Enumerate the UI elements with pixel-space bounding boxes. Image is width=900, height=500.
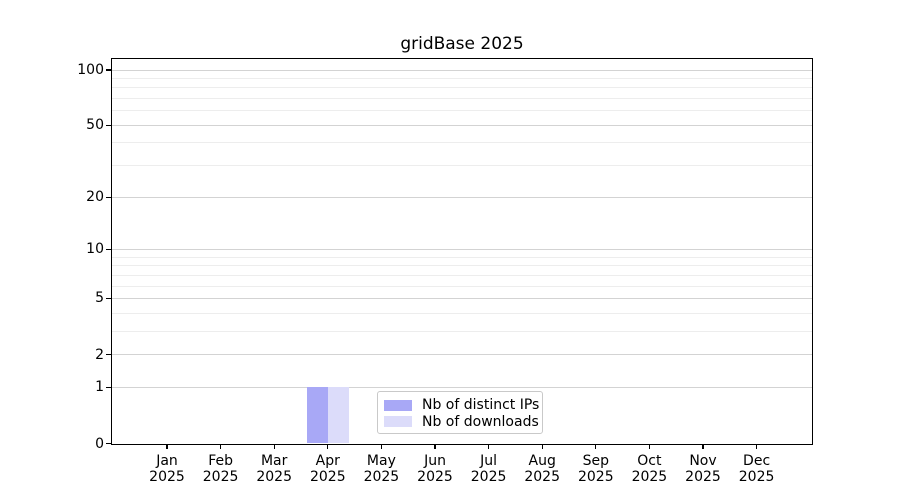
x-tick-month: Jan <box>156 453 178 469</box>
legend: Nb of distinct IPs Nb of downloads <box>377 391 543 434</box>
gridline-minor <box>112 77 812 79</box>
y-tick-mark <box>105 248 112 251</box>
gridline-minor <box>112 98 812 100</box>
gridline-major <box>112 124 812 126</box>
x-tick-year: 2025 <box>470 469 507 485</box>
x-tick-mark <box>648 443 650 449</box>
plot-area: Nb of distinct IPs Nb of downloads <box>110 58 814 445</box>
legend-swatch <box>384 416 412 428</box>
x-tick-mark <box>702 443 704 449</box>
x-tick-month: Aug <box>528 453 556 469</box>
y-tick-mark <box>105 353 112 356</box>
x-tick-year: 2025 <box>524 469 560 485</box>
x-tick-label: Nov 2025 <box>671 453 735 485</box>
x-tick-month: Sep <box>582 453 609 469</box>
x-tick-label: Jun 2025 <box>403 453 467 485</box>
y-tick-label: 5 <box>95 290 104 307</box>
x-tick-month: Jun <box>424 453 446 469</box>
gridline-minor <box>112 274 812 276</box>
x-tick-year: 2025 <box>417 469 453 485</box>
x-tick-label: Apr 2025 <box>296 453 360 485</box>
x-tick-mark <box>434 443 436 449</box>
y-tick-label: 2 <box>95 346 104 363</box>
x-tick-mark <box>595 443 597 449</box>
gridline-minor <box>112 330 812 332</box>
x-tick-month: Nov <box>689 453 717 469</box>
gridline-major <box>112 386 812 388</box>
y-tick-mark <box>105 124 112 126</box>
x-tick-mark <box>220 443 222 449</box>
bar-nb-of-distinct-ips <box>306 387 328 444</box>
x-tick-mark <box>756 443 758 449</box>
gridline-minor <box>112 142 812 144</box>
x-tick-label: Sep 2025 <box>564 453 628 485</box>
gridline-major <box>112 297 812 299</box>
x-tick-month: Oct <box>637 453 662 469</box>
x-tick-label: Dec 2025 <box>725 453 789 485</box>
gridline-minor <box>112 312 812 314</box>
bar-nb-of-downloads <box>327 387 349 444</box>
legend-rows: Nb of distinct IPs Nb of downloads <box>378 397 542 430</box>
legend-swatch <box>384 399 412 411</box>
legend-item-label: Nb of downloads <box>422 413 539 430</box>
x-tick-month: May <box>366 453 396 469</box>
x-tick-mark <box>273 443 275 449</box>
x-tick-label: Aug 2025 <box>510 453 574 485</box>
x-tick-year: 2025 <box>363 469 400 485</box>
x-tick-label: Oct 2025 <box>617 453 681 485</box>
x-tick-label: Feb 2025 <box>189 453 253 485</box>
gridline-major <box>112 248 812 250</box>
x-tick-mark <box>488 443 490 449</box>
x-tick-month: Mar <box>260 453 288 469</box>
x-tick-mark <box>380 443 382 449</box>
x-tick-mark <box>327 443 329 449</box>
y-tick-label: 10 <box>86 241 104 258</box>
x-tick-year: 2025 <box>685 469 721 485</box>
gridline-minor <box>112 265 812 267</box>
x-tick-year: 2025 <box>202 469 239 485</box>
y-tick-mark <box>105 442 112 445</box>
x-tick-label: Jul 2025 <box>457 453 521 485</box>
x-tick-label: May 2025 <box>349 453 413 485</box>
gridline-minor <box>112 165 812 167</box>
gridline-major <box>112 196 812 198</box>
x-tick-year: 2025 <box>309 469 346 485</box>
y-tick-mark <box>105 297 112 300</box>
legend-item: Nb of distinct IPs <box>378 397 542 414</box>
legend-item: Nb of downloads <box>378 414 542 431</box>
legend-item-label: Nb of distinct IPs <box>422 397 540 414</box>
y-tick-mark <box>105 386 112 388</box>
gridline-major <box>112 69 812 71</box>
y-tick-label: 20 <box>86 189 104 206</box>
x-tick-mark <box>541 443 543 449</box>
x-tick-month: Feb <box>208 453 233 469</box>
x-tick-year: 2025 <box>256 469 292 485</box>
gridline-major <box>112 354 812 356</box>
x-tick-year: 2025 <box>577 469 614 485</box>
x-tick-year: 2025 <box>738 469 775 485</box>
y-tick-label: 0 <box>95 435 104 452</box>
x-tick-month: Dec <box>743 453 771 469</box>
gridline-minor <box>112 87 812 89</box>
x-tick-month: Apr <box>315 453 340 469</box>
gridline-minor <box>112 110 812 112</box>
x-tick-month: Jul <box>480 453 498 469</box>
x-tick-year: 2025 <box>149 469 185 485</box>
x-tick-mark <box>166 443 168 449</box>
y-tick-label: 100 <box>77 62 104 78</box>
x-tick-label: Mar 2025 <box>242 453 306 485</box>
chart-title: gridBase 2025 <box>400 34 524 54</box>
x-tick-label: Jan 2025 <box>135 453 199 485</box>
x-tick-year: 2025 <box>631 469 668 485</box>
y-tick-mark <box>105 69 112 71</box>
gridline-minor <box>112 256 812 258</box>
y-tick-mark <box>105 196 112 198</box>
gridline-minor <box>112 285 812 287</box>
y-tick-label: 1 <box>95 379 104 396</box>
y-tick-label: 50 <box>86 117 104 134</box>
